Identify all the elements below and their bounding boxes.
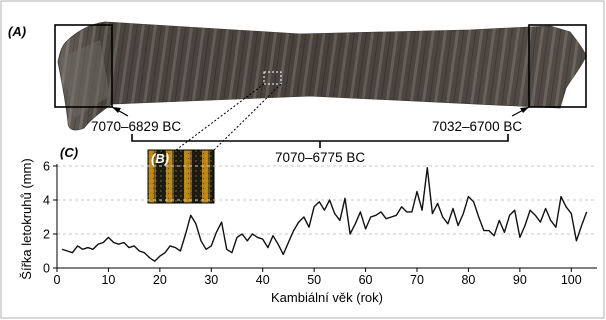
right-arrowhead bbox=[520, 107, 529, 113]
zoom-region-box bbox=[263, 71, 282, 85]
y-tick-label: 2 bbox=[43, 228, 50, 242]
x-tick-label: 20 bbox=[153, 273, 167, 287]
panel-label-b: (B) bbox=[151, 151, 169, 166]
x-axis-ticks: 0 10 20 30 40 50 60 70 80 90 100 bbox=[54, 268, 582, 287]
right-date-label: 7032–6700 BC bbox=[432, 119, 522, 134]
x-tick-label: 40 bbox=[256, 273, 270, 287]
y-tick-label: 0 bbox=[43, 262, 50, 276]
left-arrowhead bbox=[112, 107, 121, 113]
left-section-box bbox=[54, 24, 113, 108]
x-tick-label: 60 bbox=[359, 273, 373, 287]
x-tick-label: 50 bbox=[307, 273, 321, 287]
wood-sample-image bbox=[57, 21, 587, 131]
x-tick-label: 70 bbox=[410, 273, 424, 287]
span-date-label: 7070–6775 BC bbox=[275, 150, 365, 165]
y-axis-title: Šířka letokruhů (mm) bbox=[19, 158, 34, 279]
right-section-box bbox=[528, 24, 587, 108]
x-tick-label: 100 bbox=[561, 273, 582, 287]
x-tick-label: 80 bbox=[461, 273, 475, 287]
y-tick-label: 4 bbox=[43, 194, 50, 208]
span-bracket bbox=[131, 134, 509, 142]
y-axis-ticks: 0 2 4 6 bbox=[43, 160, 57, 276]
y-tick-label: 6 bbox=[43, 160, 50, 174]
panel-label-a: (A) bbox=[8, 24, 26, 39]
ring-width-series-line bbox=[61, 167, 588, 262]
ring-width-chart: 0 2 4 6 0 10 20 30 40 50 60 70 80 90 100 Kambiální vě… bbox=[19, 158, 597, 305]
left-date-label: 7070–6829 BC bbox=[91, 119, 181, 134]
zoom-inset-image bbox=[147, 149, 215, 204]
x-axis-title: Kambiální věk (rok) bbox=[271, 290, 383, 305]
x-tick-label: 30 bbox=[204, 273, 218, 287]
x-tick-label: 0 bbox=[54, 273, 61, 287]
grid-lines bbox=[57, 165, 597, 235]
x-tick-label: 90 bbox=[513, 273, 527, 287]
panel-label-c: (C) bbox=[60, 145, 78, 160]
x-tick-label: 10 bbox=[101, 273, 115, 287]
